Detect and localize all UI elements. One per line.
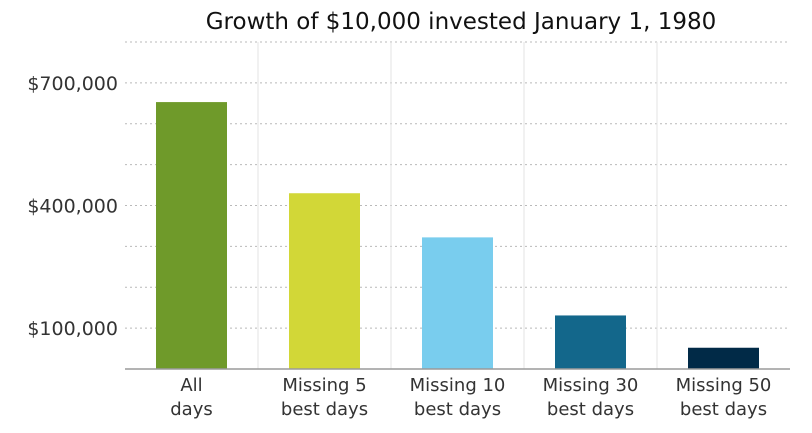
y-tick-label: $400,000 bbox=[27, 196, 118, 218]
x-tick-label: days bbox=[170, 399, 213, 420]
x-axis-tick-labels: All days Missing 5 best days Missing 10 best … bbox=[170, 375, 771, 420]
bars bbox=[156, 102, 759, 370]
x-tick-label: Missing 30 bbox=[543, 375, 639, 396]
bar bbox=[156, 102, 227, 370]
chart-title: Growth of $10,000 invested January 1, 19… bbox=[206, 9, 717, 35]
x-tick-label: best days bbox=[414, 399, 501, 420]
bar bbox=[289, 193, 360, 369]
x-tick-label: best days bbox=[281, 399, 368, 420]
x-tick-label: All bbox=[180, 375, 202, 396]
x-tick-label: Missing 5 bbox=[282, 375, 366, 396]
bar bbox=[555, 315, 626, 369]
x-tick-label: best days bbox=[680, 399, 767, 420]
x-tick-label: Missing 10 bbox=[410, 375, 506, 396]
y-tick-label: $700,000 bbox=[27, 73, 118, 95]
y-axis-tick-labels: $100,000 $400,000 $700,000 bbox=[27, 73, 118, 340]
gridlines bbox=[125, 41, 790, 369]
bar bbox=[688, 347, 759, 369]
x-tick-label: Missing 50 bbox=[676, 375, 772, 396]
bar bbox=[422, 237, 493, 369]
y-tick-label: $100,000 bbox=[27, 318, 118, 340]
x-tick-label: best days bbox=[547, 399, 634, 420]
